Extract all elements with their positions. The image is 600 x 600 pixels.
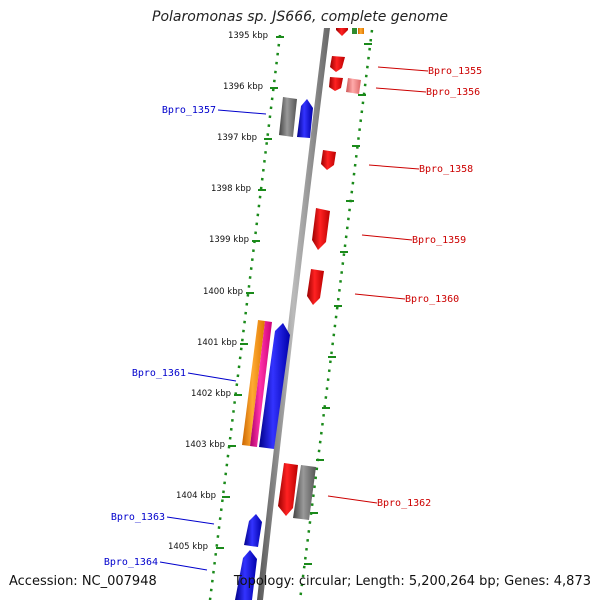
kbp-label: 1400 kbp [203,287,243,297]
kbp-label: 1396 kbp [223,82,263,92]
gene-arrow-bpro-1363[interactable] [244,514,262,547]
gene-arrow-bpro-1356a[interactable] [329,77,343,91]
leader-bpro-1359 [361,234,413,241]
kbp-label: 1405 kbp [168,542,208,552]
gene-label[interactable]: Bpro_1355 [428,66,482,77]
leader-bpro-1363 [166,516,215,525]
leader-bpro-1358 [368,164,420,170]
gene-label[interactable]: Bpro_1359 [412,235,466,246]
gene-label[interactable]: Bpro_1357 [162,105,216,116]
gene-block-bpro-1362-gray[interactable] [293,465,316,520]
kbp-label: 1403 kbp [185,440,225,450]
gene-block-top-orange[interactable] [358,28,364,34]
leader-bpro-1362 [327,495,378,504]
leader-bpro-1355 [377,66,429,72]
gene-block-bpro-1356b[interactable] [346,78,361,94]
reverse-strand-features [278,28,364,520]
gene-label[interactable]: Bpro_1360 [405,294,459,305]
gene-label[interactable]: Bpro_1356 [426,87,480,98]
leader-lines [159,66,429,571]
gene-block-magenta[interactable] [250,321,272,447]
gene-arrow-bpro-1362[interactable] [278,463,298,516]
kbp-label: 1404 kbp [176,491,216,501]
leader-bpro-1357 [217,109,267,115]
genome-info-label: Topology: circular; Length: 5,200,264 bp… [233,574,591,589]
gene-arrow-bpro-1359[interactable] [312,208,330,250]
leader-bpro-1361 [187,372,237,382]
gene-label[interactable]: Bpro_1361 [132,368,186,379]
leader-bpro-1360 [354,293,406,300]
kbp-label: 1399 kbp [209,235,249,245]
ruler-ticks [216,36,372,565]
gene-label[interactable]: Bpro_1363 [111,512,165,523]
forward-strand-features [235,97,313,600]
gene-arrow-bpro-1361[interactable] [259,323,290,449]
kbp-label: 1401 kbp [197,338,237,348]
genome-backbone [257,28,330,600]
gene-label[interactable]: Bpro_1362 [377,498,431,509]
gene-label[interactable]: Bpro_1358 [419,164,473,175]
gene-block-orange[interactable] [242,320,265,446]
outer-ruler [298,29,374,600]
kbp-label: 1397 kbp [217,133,257,143]
gene-arrow-bpro-1364[interactable] [235,550,257,600]
kbp-label: 1398 kbp [211,184,251,194]
kbp-label: 1402 kbp [191,389,231,399]
map-title: Polaromonas sp. JS666, complete genome [152,9,448,25]
gene-block-top-green[interactable] [352,28,357,34]
gene-block-bpro-1357-gray[interactable] [279,97,297,137]
gene-arrow-bpro-1358[interactable] [321,150,336,170]
accession-label: Accession: NC_007948 [9,574,157,589]
gene-arrow-bpro-1355[interactable] [330,56,345,72]
kbp-label: 1395 kbp [228,31,268,41]
gene-arrow-bpro-1357[interactable] [297,99,313,138]
gene-arrow-top-red[interactable] [336,28,348,36]
leader-bpro-1364 [159,561,208,571]
gene-arrow-bpro-1360[interactable] [307,269,324,305]
gene-label[interactable]: Bpro_1364 [104,557,158,568]
leader-bpro-1356 [375,87,427,93]
